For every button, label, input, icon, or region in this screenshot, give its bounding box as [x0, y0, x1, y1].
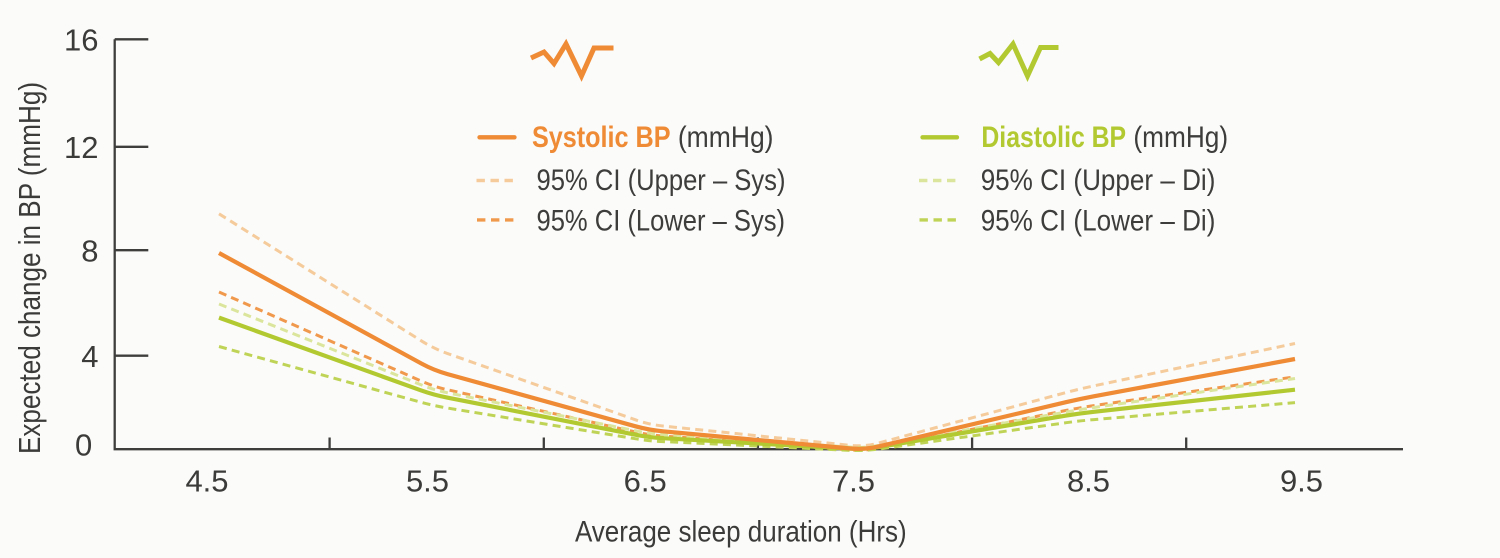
svg-text:8.5: 8.5: [1067, 463, 1110, 498]
svg-text:9.5: 9.5: [1280, 463, 1323, 498]
svg-text:6.5: 6.5: [624, 463, 667, 498]
svg-text:Systolic BP (mmHg): Systolic BP (mmHg): [532, 121, 774, 154]
svg-text:Expected change in BP (mmHg): Expected change in BP (mmHg): [12, 82, 47, 454]
svg-text:95% CI (Upper – Sys): 95% CI (Upper – Sys): [537, 164, 786, 197]
svg-text:Average sleep duration (Hrs): Average sleep duration (Hrs): [575, 516, 907, 549]
svg-text:95% CI (Lower – Sys): 95% CI (Lower – Sys): [537, 205, 786, 238]
svg-text:Diastolic BP (mmHg): Diastolic BP (mmHg): [981, 121, 1228, 154]
svg-text:16: 16: [64, 23, 98, 58]
svg-text:95% CI (Upper – Di): 95% CI (Upper – Di): [981, 164, 1216, 197]
svg-text:4: 4: [81, 339, 98, 374]
svg-text:95% CI (Lower – Di): 95% CI (Lower – Di): [981, 205, 1216, 238]
svg-text:8: 8: [81, 234, 98, 269]
svg-text:4.5: 4.5: [185, 463, 228, 498]
svg-text:7.5: 7.5: [832, 463, 875, 498]
svg-text:0: 0: [75, 428, 92, 463]
svg-text:5.5: 5.5: [406, 463, 449, 498]
svg-text:12: 12: [64, 130, 98, 165]
